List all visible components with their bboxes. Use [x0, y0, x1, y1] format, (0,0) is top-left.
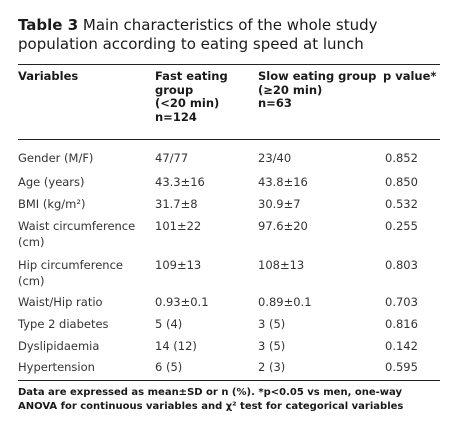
- table-caption: Main characteristics of the whole study …: [18, 16, 378, 53]
- row-variable: Type 2 diabetes: [18, 317, 109, 331]
- row-variable-line: (cm): [18, 274, 45, 288]
- row-variable: Dyslipidaemia: [18, 339, 100, 353]
- row-fast-value: 5 (4): [155, 317, 183, 331]
- row-p-value: 0.803: [385, 258, 418, 272]
- table-label: Table 3: [18, 16, 79, 34]
- row-slow-value: 23/40: [258, 151, 292, 165]
- header-fast-group: Fast eating group (<20 min) n=124: [155, 69, 228, 124]
- row-variable: Waist circumference (cm): [18, 218, 135, 250]
- row-fast-value: 6 (5): [155, 360, 183, 374]
- row-variable-line: Waist circumference: [18, 219, 136, 233]
- row-fast-value: 109±13: [155, 258, 202, 272]
- top-rule: [18, 64, 440, 65]
- header-variables: Variables: [18, 69, 79, 83]
- header-pvalue: p value*: [383, 69, 437, 83]
- row-slow-value: 30.9±7: [258, 197, 301, 211]
- row-fast-value: 47/77: [155, 151, 189, 165]
- header-slow-group: Slow eating group (≥20 min) n=63: [258, 69, 377, 111]
- header-rule: [18, 139, 440, 140]
- row-p-value: 0.255: [385, 219, 418, 233]
- row-slow-value: 97.6±20: [258, 219, 308, 233]
- header-slow-line: (≥20 min): [258, 82, 323, 97]
- row-variable-line: Hip circumference: [18, 258, 123, 272]
- row-slow-value: 108±13: [258, 258, 305, 272]
- row-variable: Age (years): [18, 175, 85, 189]
- row-p-value: 0.532: [385, 197, 418, 211]
- row-variable-line: (cm): [18, 235, 45, 249]
- row-p-value: 0.816: [385, 317, 418, 331]
- header-fast-line: group: [155, 82, 194, 97]
- row-slow-value: 3 (5): [258, 339, 286, 353]
- row-variable: Gender (M/F): [18, 151, 94, 165]
- row-p-value: 0.142: [385, 339, 418, 353]
- row-fast-value: 14 (12): [155, 339, 197, 353]
- row-p-value: 0.850: [385, 175, 418, 189]
- row-fast-value: 0.93±0.1: [155, 295, 209, 309]
- header-slow-line: n=63: [258, 96, 292, 110]
- row-p-value: 0.703: [385, 295, 418, 309]
- row-variable: Hypertension: [18, 360, 95, 374]
- bottom-rule: [18, 380, 440, 381]
- row-slow-value: 2 (3): [258, 360, 286, 374]
- row-p-value: 0.852: [385, 151, 418, 165]
- row-variable: Hip circumference (cm): [18, 257, 123, 289]
- header-slow-line: Slow eating group: [258, 69, 377, 83]
- row-fast-value: 101±22: [155, 219, 202, 233]
- table-footnote: Data are expressed as mean±SD or n (%). …: [18, 387, 404, 412]
- row-slow-value: 0.89±0.1: [258, 295, 312, 309]
- header-fast-line: n=124: [155, 109, 197, 124]
- row-variable: Waist/Hip ratio: [18, 295, 103, 309]
- row-slow-value: 3 (5): [258, 317, 286, 331]
- row-slow-value: 43.8±16: [258, 175, 308, 189]
- row-variable: BMI (kg/m²): [18, 197, 86, 211]
- header-fast-line: Fast eating: [155, 69, 228, 83]
- row-fast-value: 31.7±8: [155, 197, 198, 211]
- table-title: Table 3 Main characteristics of the whol…: [18, 16, 443, 54]
- row-p-value: 0.595: [385, 360, 418, 374]
- header-fast-line: (<20 min): [155, 96, 220, 110]
- row-fast-value: 43.3±16: [155, 175, 205, 189]
